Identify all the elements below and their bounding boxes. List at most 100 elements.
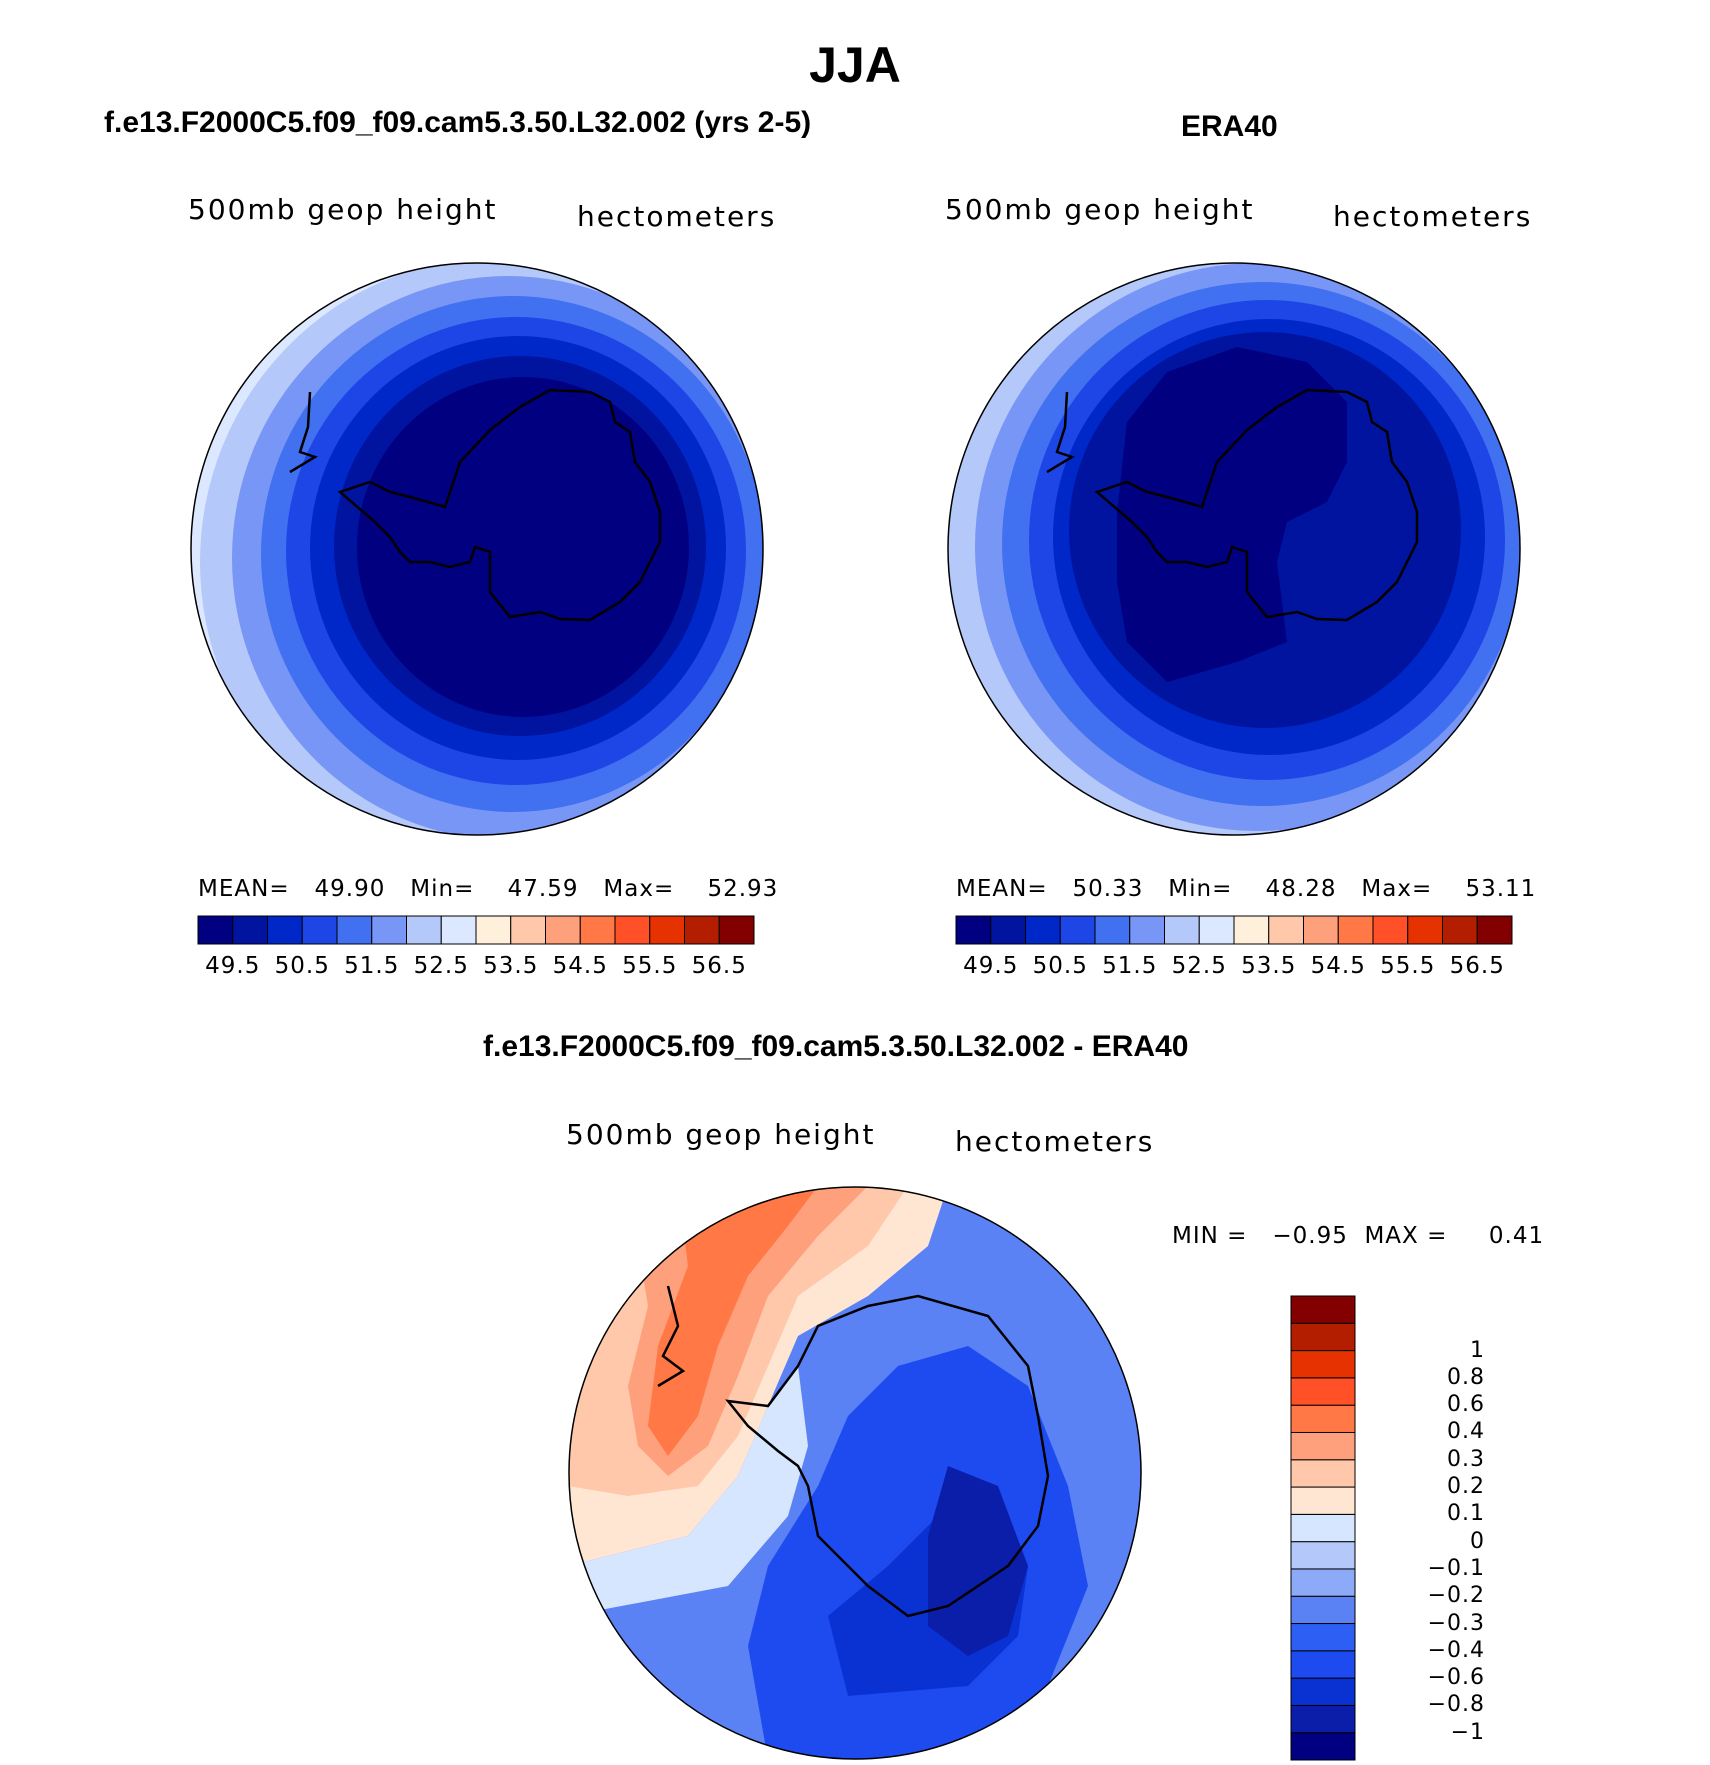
left-colorbar-swatch <box>718 915 755 945</box>
left-colorbar-swatch <box>232 915 268 945</box>
left-colorbar-swatch <box>614 915 651 945</box>
diff-colorbar-swatch <box>1290 1404 1356 1433</box>
right-map <box>947 262 1521 836</box>
left-colorbar <box>197 915 755 945</box>
right-colorbar <box>955 915 1513 945</box>
right-colorbar-swatch <box>1372 915 1409 945</box>
left-colorbar-swatch <box>371 915 407 945</box>
diff-colorbar-swatch <box>1290 1322 1356 1352</box>
diff-colorbar-tick-label: 0.8 <box>1447 1364 1485 1390</box>
right-colorbar-swatch <box>1337 915 1374 945</box>
right-colorbar-tick-label: 50.5 <box>1032 953 1088 979</box>
right-colorbar-swatch <box>1268 915 1304 945</box>
diff-colorbar-swatch <box>1290 1295 1356 1324</box>
right-colorbar-swatch <box>1476 915 1513 945</box>
diff-colorbar-swatch <box>1290 1650 1356 1679</box>
diff-colorbar-tick-label: −0.2 <box>1427 1583 1485 1609</box>
diff-colorbar-swatch <box>1290 1623 1356 1652</box>
right-colorbar-swatch <box>1233 915 1270 945</box>
left-colorbar-swatch <box>649 915 685 945</box>
right-panel-title: ERA40 <box>1181 110 1278 143</box>
left-colorbar-tick-label: 51.5 <box>344 953 400 979</box>
left-colorbar-tick-label: 50.5 <box>274 953 330 979</box>
diff-colorbar-swatch <box>1290 1350 1356 1379</box>
diff-colorbar-tick-label: 0 <box>1470 1528 1485 1554</box>
left-colorbar-ticks: 49.5 50.5 51.5 52.5 53.5 54.5 55.5 56.5 <box>198 953 754 983</box>
diff-colorbar-tick-label: 0.1 <box>1447 1501 1485 1527</box>
left-colorbar-tick-label: 52.5 <box>413 953 469 979</box>
left-variable-label: 500mb geop height <box>188 193 498 226</box>
right-units-label: hectometers <box>1333 200 1533 233</box>
left-panel-title: f.e13.F2000C5.f09_f09.cam5.3.50.L32.002 … <box>104 106 812 139</box>
left-colorbar-swatch <box>336 915 373 945</box>
right-colorbar-swatch <box>990 915 1026 945</box>
right-colorbar-swatch <box>1407 915 1443 945</box>
diff-colorbar-swatch <box>1290 1677 1356 1706</box>
diff-panel-title: f.e13.F2000C5.f09_f09.cam5.3.50.L32.002 … <box>483 1030 1189 1063</box>
diff-colorbar-swatch <box>1290 1704 1356 1734</box>
diff-variable-label: 500mb geop height <box>566 1118 876 1151</box>
left-colorbar-tick-label: 54.5 <box>552 953 608 979</box>
diff-colorbar-tick-label: −0.1 <box>1427 1555 1485 1581</box>
diff-colorbar-tick-label: −0.6 <box>1427 1665 1485 1691</box>
left-colorbar-swatch <box>301 915 338 945</box>
left-colorbar-swatch <box>267 915 303 945</box>
diff-colorbar-swatch <box>1290 1541 1356 1570</box>
right-variable-label: 500mb geop height <box>945 193 1255 226</box>
left-colorbar-swatch <box>545 915 581 945</box>
right-colorbar-tick-label: 53.5 <box>1241 953 1297 979</box>
left-colorbar-tick-label: 53.5 <box>483 953 539 979</box>
diff-colorbar-tick-label: 0.3 <box>1447 1446 1485 1472</box>
right-colorbar-swatch <box>1303 915 1339 945</box>
diff-colorbar-swatch <box>1290 1513 1356 1543</box>
diff-colorbar <box>1290 1295 1356 1761</box>
diff-colorbar-swatch <box>1290 1431 1356 1461</box>
diff-map <box>568 1186 1142 1760</box>
right-colorbar-ticks: 49.5 50.5 51.5 52.5 53.5 54.5 55.5 56.5 <box>956 953 1512 983</box>
right-colorbar-tick-label: 52.5 <box>1171 953 1227 979</box>
left-colorbar-tick-label: 56.5 <box>691 953 747 979</box>
left-colorbar-tick-label: 49.5 <box>205 953 261 979</box>
diff-stats: MIN = −0.95 MAX = 0.41 <box>1172 1223 1545 1249</box>
left-colorbar-swatch <box>579 915 616 945</box>
diff-colorbar-tick-label: 1 <box>1470 1337 1485 1363</box>
diff-units-label: hectometers <box>955 1125 1155 1158</box>
right-colorbar-tick-label: 51.5 <box>1102 953 1158 979</box>
right-colorbar-swatch <box>1059 915 1096 945</box>
diff-colorbar-swatch <box>1290 1568 1356 1597</box>
diff-colorbar-tick-label: 0.6 <box>1447 1392 1485 1418</box>
diff-colorbar-swatch <box>1290 1459 1356 1488</box>
left-stats: MEAN= 49.90 Min= 47.59 Max= 52.93 <box>198 876 779 902</box>
diff-colorbar-swatch <box>1290 1732 1356 1761</box>
right-stats: MEAN= 50.33 Min= 48.28 Max= 53.11 <box>956 876 1537 902</box>
right-colorbar-swatch <box>1025 915 1061 945</box>
right-colorbar-swatch <box>1164 915 1200 945</box>
right-colorbar-swatch <box>1094 915 1131 945</box>
figure-title: JJA <box>809 37 901 93</box>
diff-colorbar-tick-label: −1 <box>1450 1719 1485 1745</box>
left-units-label: hectometers <box>577 200 777 233</box>
right-colorbar-swatch <box>1198 915 1235 945</box>
right-colorbar-tick-label: 55.5 <box>1380 953 1436 979</box>
left-map <box>190 262 764 836</box>
diff-colorbar-tick-label: −0.8 <box>1427 1692 1485 1718</box>
diff-colorbar-swatch <box>1290 1377 1356 1406</box>
left-colorbar-swatch <box>406 915 442 945</box>
diff-colorbar-tick-label: 0.2 <box>1447 1474 1485 1500</box>
left-colorbar-swatch <box>510 915 546 945</box>
left-colorbar-tick-label: 55.5 <box>622 953 678 979</box>
left-colorbar-swatch <box>475 915 512 945</box>
diff-colorbar-ticks: −1 −0.8 −0.6 −0.4 −0.3 −0.2 −0.1 0 0.1 0.2 0.3 0.4 0… <box>1365 1296 1485 1760</box>
left-colorbar-swatch <box>440 915 477 945</box>
left-colorbar-swatch <box>684 915 720 945</box>
right-colorbar-tick-label: 56.5 <box>1449 953 1505 979</box>
right-colorbar-swatch <box>1129 915 1165 945</box>
diff-colorbar-tick-label: −0.3 <box>1427 1610 1485 1636</box>
diff-colorbar-swatch <box>1290 1595 1356 1625</box>
right-colorbar-swatch <box>1442 915 1478 945</box>
diff-colorbar-swatch <box>1290 1486 1356 1515</box>
diff-colorbar-tick-label: 0.4 <box>1447 1419 1485 1445</box>
right-colorbar-tick-label: 54.5 <box>1310 953 1366 979</box>
left-colorbar-swatch <box>197 915 234 945</box>
right-colorbar-swatch <box>955 915 992 945</box>
